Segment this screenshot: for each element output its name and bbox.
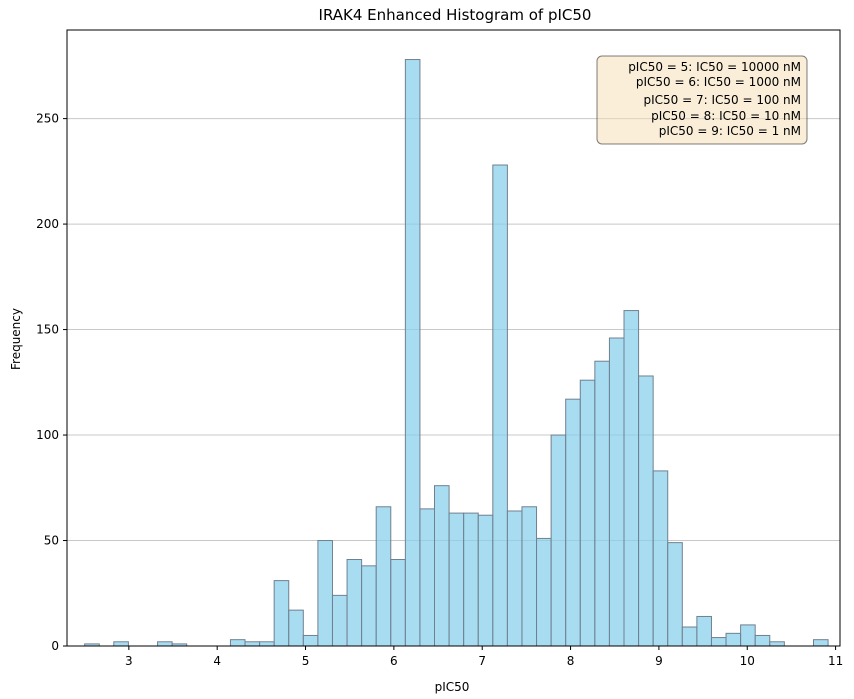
histogram-bar bbox=[594, 360, 610, 647]
annotation-line: pIC50 = 7: IC50 = 100 nM bbox=[643, 93, 801, 107]
x-tick-label: 4 bbox=[213, 654, 221, 668]
histogram-bar bbox=[754, 634, 771, 647]
histogram-bar bbox=[331, 594, 348, 647]
y-tick-label: 50 bbox=[44, 534, 59, 548]
histogram-bar bbox=[404, 59, 421, 647]
y-tick-label: 250 bbox=[36, 112, 59, 126]
histogram-bar bbox=[448, 512, 465, 647]
histogram-bar bbox=[667, 542, 683, 647]
y-axis-ticks: 0 50 100 150 200 250 bbox=[36, 112, 67, 653]
histogram-bar bbox=[317, 540, 333, 647]
histogram-bar bbox=[579, 379, 596, 647]
histogram-bar bbox=[550, 434, 567, 647]
annotation-line: pIC50 = 8: IC50 = 10 nM bbox=[651, 109, 801, 123]
histogram-bar bbox=[521, 506, 538, 647]
histogram-bar bbox=[769, 641, 785, 647]
histogram-bar bbox=[229, 639, 246, 647]
annotation-line: pIC50 = 6: IC50 = 1000 nM bbox=[636, 75, 801, 89]
histogram-bar bbox=[390, 559, 406, 647]
y-axis-label: Frequency bbox=[9, 308, 23, 370]
histogram-bar bbox=[113, 641, 129, 647]
histogram-bar bbox=[740, 624, 756, 647]
histogram-bar bbox=[434, 485, 450, 647]
x-axis-label: pIC50 bbox=[435, 680, 470, 694]
annotation-line: pIC50 = 9: IC50 = 1 nM bbox=[659, 124, 801, 138]
histogram-bar bbox=[463, 512, 479, 647]
histogram-bar bbox=[346, 559, 363, 647]
histogram-bar bbox=[536, 537, 552, 647]
histogram-bar bbox=[157, 641, 173, 647]
x-tick-label: 3 bbox=[125, 654, 133, 668]
x-tick-label: 5 bbox=[302, 654, 310, 668]
histogram-bar bbox=[244, 641, 261, 647]
histogram-bar bbox=[565, 398, 581, 647]
y-tick-label: 100 bbox=[36, 428, 59, 442]
histogram-bar bbox=[710, 637, 727, 647]
x-tick-label: 11 bbox=[828, 654, 843, 668]
y-tick-label: 200 bbox=[36, 217, 59, 231]
x-axis-ticks: 3 4 5 6 7 8 9 10 11 bbox=[125, 646, 843, 668]
annotation-background bbox=[596, 55, 808, 145]
histogram-bar bbox=[696, 615, 712, 647]
histogram-bar bbox=[477, 514, 494, 647]
histogram-bar bbox=[419, 508, 436, 647]
x-tick-label: 7 bbox=[478, 654, 486, 668]
gridlines bbox=[67, 118, 840, 542]
histogram-bar bbox=[681, 626, 698, 647]
chart-title: IRAK4 Enhanced Histogram of pIC50 bbox=[319, 6, 592, 24]
histogram-bar bbox=[259, 641, 275, 647]
histogram-bar bbox=[273, 580, 290, 647]
histogram-bar bbox=[652, 470, 669, 647]
y-tick-label: 150 bbox=[36, 323, 59, 337]
plot-frame bbox=[66, 29, 841, 647]
histogram-bar bbox=[375, 506, 392, 647]
histogram-bar bbox=[725, 632, 742, 647]
x-tick-label: 8 bbox=[567, 654, 575, 668]
x-tick-label: 10 bbox=[740, 654, 755, 668]
histogram-bar bbox=[608, 337, 625, 647]
histogram-bar bbox=[302, 634, 319, 647]
histogram-bar bbox=[361, 565, 377, 647]
ic50-conversion-annotation: pIC50 = 5: IC50 = 10000 nM pIC50 = 6: IC… bbox=[596, 55, 808, 145]
y-tick-label: 0 bbox=[51, 639, 59, 653]
histogram-bar bbox=[492, 164, 508, 647]
x-tick-label: 6 bbox=[390, 654, 398, 668]
histogram-bars bbox=[84, 59, 829, 647]
x-tick-label: 9 bbox=[655, 654, 663, 668]
histogram-bar bbox=[812, 639, 829, 647]
histogram-bar bbox=[288, 609, 304, 647]
histogram-bar bbox=[506, 510, 523, 647]
histogram-bar bbox=[623, 310, 640, 647]
histogram-bar bbox=[638, 375, 654, 647]
annotation-line: pIC50 = 5: IC50 = 10000 nM bbox=[628, 60, 801, 74]
